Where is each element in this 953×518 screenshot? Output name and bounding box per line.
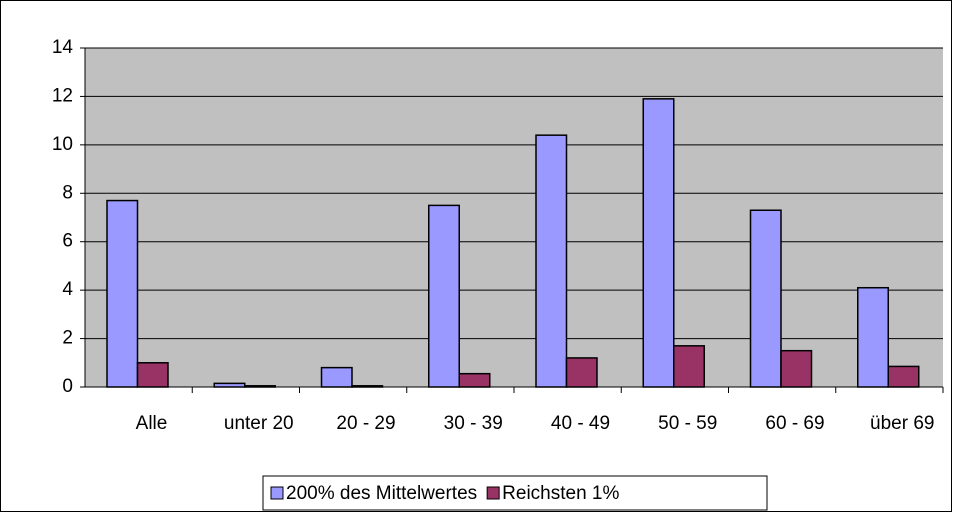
y-tick-label: 14 (52, 37, 74, 58)
x-tick-label: 20 - 29 (336, 413, 395, 434)
y-tick-label: 12 (52, 85, 73, 106)
bar (780, 349, 813, 388)
bar (213, 382, 246, 388)
legend-label: Reichsten 1% (502, 483, 619, 504)
x-tick-label: 60 - 69 (765, 413, 824, 434)
legend-swatch (486, 486, 500, 500)
bar (642, 98, 675, 388)
bar (458, 372, 491, 388)
bar (749, 209, 782, 388)
legend-swatch (270, 486, 284, 500)
y-tick-label: 2 (62, 328, 73, 349)
y-tick-label: 0 (62, 376, 73, 397)
y-tick-label: 10 (52, 134, 73, 155)
y-tick-label: 6 (62, 231, 73, 252)
x-tick-label: Alle (136, 413, 168, 434)
x-tick-label: 50 - 59 (658, 413, 717, 434)
legend-label: 200% des Mittelwertes (286, 483, 477, 504)
x-tick-label: 30 - 39 (444, 413, 503, 434)
bar (106, 199, 139, 388)
bar (565, 357, 598, 388)
legend-box (262, 475, 768, 511)
y-tick-label: 4 (62, 279, 73, 300)
bar (136, 362, 169, 388)
y-tick-label: 8 (62, 182, 73, 203)
bar (428, 204, 460, 388)
x-tick-label: unter 20 (224, 413, 294, 434)
bar (535, 134, 568, 388)
bar (244, 385, 276, 388)
bar (887, 365, 920, 388)
bar (857, 286, 889, 388)
x-tick-label: über 69 (870, 413, 934, 434)
bar (320, 366, 353, 388)
plot-area (85, 48, 943, 387)
x-tick-label: 40 - 49 (551, 413, 610, 434)
bar (673, 345, 705, 388)
bar (351, 385, 384, 388)
